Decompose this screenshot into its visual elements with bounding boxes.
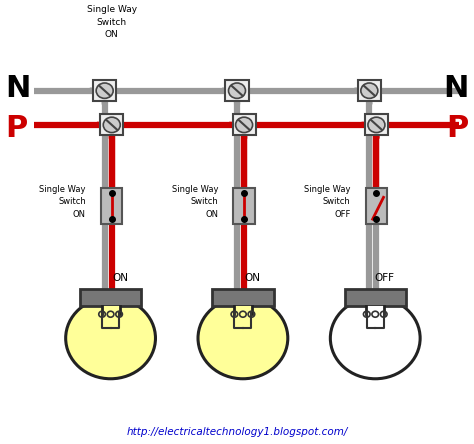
- FancyBboxPatch shape: [365, 115, 388, 135]
- Circle shape: [228, 83, 246, 99]
- Bar: [80, 289, 141, 305]
- FancyBboxPatch shape: [233, 115, 255, 135]
- Bar: [366, 305, 384, 314]
- Text: Single Way
Switch
OFF: Single Way Switch OFF: [304, 185, 350, 219]
- FancyBboxPatch shape: [358, 80, 381, 101]
- FancyBboxPatch shape: [93, 80, 116, 101]
- Circle shape: [368, 117, 385, 133]
- Text: N: N: [5, 74, 31, 103]
- Text: N: N: [443, 74, 469, 103]
- Bar: [234, 305, 252, 314]
- Bar: [212, 289, 273, 305]
- Bar: [101, 305, 119, 314]
- FancyBboxPatch shape: [226, 80, 248, 101]
- Text: ON: ON: [245, 273, 260, 283]
- Text: Single Way
Switch
ON: Single Way Switch ON: [172, 185, 218, 219]
- Text: Single Way
Switch
ON: Single Way Switch ON: [87, 5, 137, 40]
- Bar: [234, 188, 255, 224]
- Text: P: P: [447, 114, 469, 143]
- Circle shape: [198, 297, 288, 379]
- Circle shape: [66, 297, 155, 379]
- Text: Single Way
Switch
ON: Single Way Switch ON: [39, 185, 86, 219]
- Bar: [366, 188, 387, 224]
- Text: P: P: [5, 114, 27, 143]
- Circle shape: [96, 83, 113, 99]
- Circle shape: [236, 117, 253, 133]
- Bar: [345, 289, 406, 305]
- Circle shape: [361, 83, 378, 99]
- Text: http://electricaltechnology1.blogspot.com/: http://electricaltechnology1.blogspot.co…: [126, 427, 348, 437]
- Bar: [101, 188, 122, 224]
- Circle shape: [330, 297, 420, 379]
- Text: OFF: OFF: [374, 273, 395, 283]
- Circle shape: [103, 117, 120, 133]
- Text: ON: ON: [112, 273, 128, 283]
- FancyBboxPatch shape: [100, 115, 123, 135]
